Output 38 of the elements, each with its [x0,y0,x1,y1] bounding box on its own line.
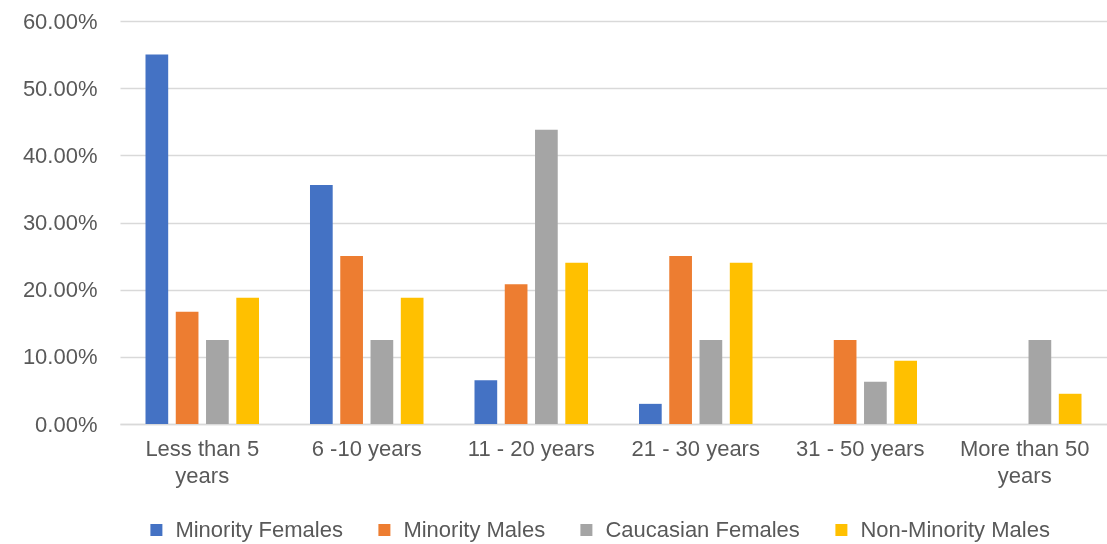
bar [639,403,662,424]
bar [1028,340,1052,424]
bar [833,340,857,424]
legend-label: Minority Females [175,517,343,542]
bar [504,284,528,424]
y-tick-label: 30.00% [22,210,98,235]
bar [370,340,394,424]
bar [474,380,498,424]
bar [535,129,558,424]
legend-label: Caucasian Females [605,517,800,542]
bar [236,297,259,424]
bar [1058,393,1082,424]
y-tick-label: 0.00% [35,411,98,437]
bar [206,340,229,424]
bar [310,184,333,424]
legend-label: Non-Minority Males [860,517,1050,542]
bar [699,340,723,424]
legend-label: Minority Males [403,517,546,542]
x-tick-label: 21 - 30 years [631,435,760,461]
y-tick-label: 40.00% [22,142,98,168]
y-tick-label: 20.00% [22,277,98,303]
y-tick-label: 10.00% [22,344,98,370]
x-tick-label: More than 50 years [959,435,1090,488]
x-tick-label: 6 -10 years [311,435,422,461]
bar [400,297,424,424]
bar [175,311,199,424]
bar [729,262,753,424]
x-tick-label: 11 - 20 years [467,435,595,461]
y-tick-label: 60.00% [22,8,98,34]
bar [145,54,169,424]
x-tick-label: 31 - 50 years [796,435,925,461]
x-tick-label: Less than 5 years [145,435,260,488]
bar [565,262,588,424]
bar [864,381,887,424]
y-tick-label: 50.00% [22,75,98,101]
bar [340,256,363,424]
bar [669,256,692,424]
bar [894,360,917,424]
